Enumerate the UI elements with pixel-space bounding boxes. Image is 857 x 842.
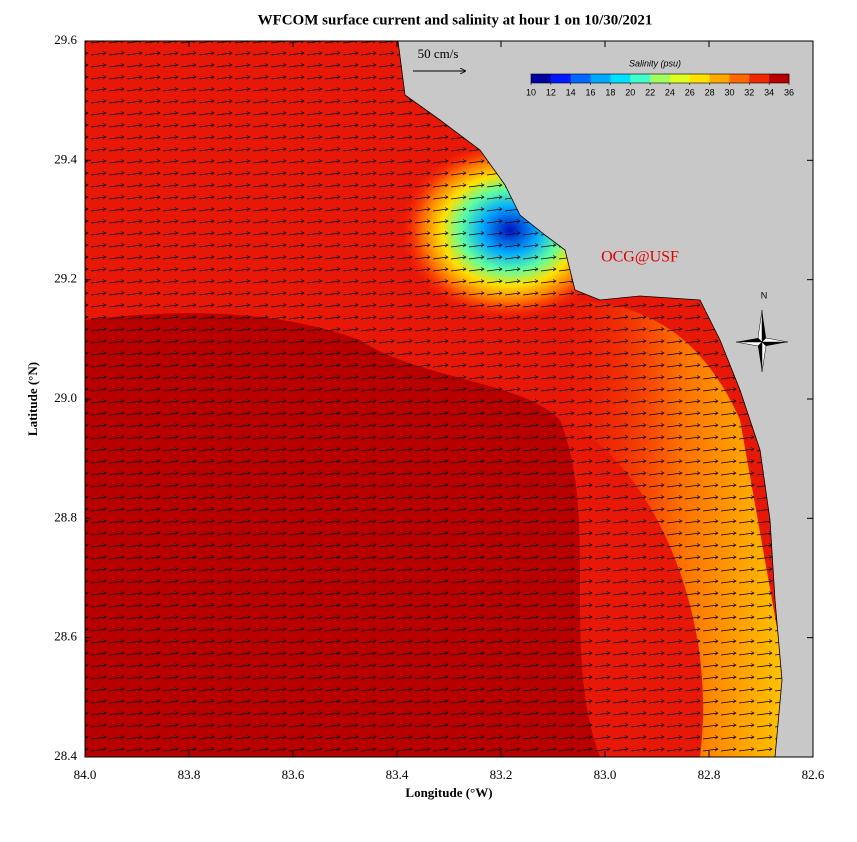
colorbar-segment — [610, 74, 631, 83]
y-tick-label: 28.4 — [54, 748, 77, 763]
colorbar-tick-label: 36 — [784, 87, 794, 97]
colorbar-tick-label: 16 — [586, 87, 596, 97]
x-tick-label: 82.6 — [802, 767, 825, 782]
y-tick-label: 29.0 — [54, 390, 77, 405]
colorbar-tick-label: 30 — [724, 87, 734, 97]
colorbar-tick-label: 12 — [546, 87, 556, 97]
land — [397, 41, 813, 757]
colorbar-tick-label: 10 — [526, 87, 536, 97]
x-tick-label: 83.4 — [386, 767, 409, 782]
x-tick-label: 83.0 — [594, 767, 617, 782]
x-tick-label: 83.2 — [490, 767, 513, 782]
colorbar-segment — [749, 74, 770, 83]
colorbar-segment — [630, 74, 651, 83]
colorbar-tick-label: 26 — [685, 87, 695, 97]
colorbar-segment — [689, 74, 710, 83]
colorbar-tick-label: 18 — [605, 87, 615, 97]
compass — [735, 309, 789, 373]
colorbar-tick-label: 22 — [645, 87, 655, 97]
y-tick-label: 29.4 — [54, 151, 77, 166]
colorbar-tick-label: 14 — [566, 87, 576, 97]
x-tick-label: 83.6 — [282, 767, 305, 782]
colorbar-segment — [590, 74, 611, 83]
y-tick-label: 29.2 — [54, 271, 77, 286]
map-title: WFCOM surface current and salinity at ho… — [258, 12, 653, 28]
x-tick-label: 83.8 — [178, 767, 201, 782]
x-tick-label: 84.0 — [74, 767, 97, 782]
colorbar-segment — [769, 74, 790, 83]
credit: OCG@USF — [601, 249, 679, 266]
colorbar-segment — [709, 74, 730, 83]
colorbar-label: Salinity (psu) — [629, 58, 681, 68]
x-axis-label: Longitude (°W) — [405, 785, 492, 800]
colorbar-tick-label: 20 — [625, 87, 635, 97]
colorbar-segment — [729, 74, 750, 83]
salinity-field — [85, 41, 813, 757]
colorbar-segment — [669, 74, 691, 83]
y-tick-label: 28.6 — [54, 629, 77, 644]
colorbar-segment — [650, 74, 671, 83]
north-label: N — [761, 290, 768, 300]
x-tick-label: 82.8 — [698, 767, 721, 782]
colorbar-tick-label: 28 — [705, 87, 715, 97]
scale-label: 50 cm/s — [418, 46, 459, 61]
colorbar-tick-label: 24 — [665, 87, 675, 97]
y-axis-label: Latitude (°N) — [25, 362, 40, 436]
colorbar-frame — [530, 73, 790, 84]
colorbar-segment — [531, 74, 552, 83]
colorbar-segment — [570, 74, 591, 83]
y-tick-label: 29.6 — [54, 32, 77, 47]
colorbar-tick-label: 34 — [764, 87, 774, 97]
y-tick-label: 28.8 — [54, 509, 77, 524]
colorbar-segment — [550, 74, 571, 83]
colorbar-tick-label: 32 — [744, 87, 754, 97]
